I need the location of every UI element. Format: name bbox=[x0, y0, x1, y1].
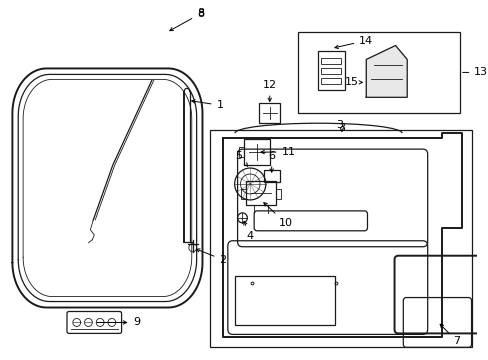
Text: 9: 9 bbox=[97, 318, 140, 328]
Text: 3: 3 bbox=[336, 120, 343, 130]
Bar bbox=[275, 189, 281, 199]
Bar bbox=[246, 181, 275, 205]
Text: 5: 5 bbox=[235, 151, 247, 166]
Bar bbox=[264, 170, 279, 182]
Bar bbox=[321, 78, 340, 84]
Bar bbox=[210, 130, 470, 347]
Text: 4: 4 bbox=[244, 221, 253, 241]
Text: 10: 10 bbox=[263, 203, 292, 228]
Bar bbox=[321, 58, 340, 64]
Text: 6: 6 bbox=[267, 151, 275, 172]
Text: 13: 13 bbox=[472, 67, 487, 77]
Text: 12: 12 bbox=[262, 80, 276, 102]
Bar bbox=[240, 189, 246, 199]
Text: 11: 11 bbox=[261, 147, 295, 157]
Text: 8: 8 bbox=[197, 8, 203, 18]
Text: 14: 14 bbox=[334, 36, 372, 49]
Text: 3: 3 bbox=[338, 123, 345, 133]
Bar bbox=[317, 50, 344, 90]
Bar bbox=[297, 32, 459, 113]
Bar bbox=[238, 147, 244, 157]
Text: 7: 7 bbox=[439, 324, 460, 346]
Text: 8: 8 bbox=[169, 9, 203, 31]
Polygon shape bbox=[366, 45, 407, 97]
Text: 1: 1 bbox=[191, 100, 223, 110]
Text: 15: 15 bbox=[344, 77, 358, 87]
Bar bbox=[244, 139, 269, 165]
Bar bbox=[234, 276, 334, 325]
Bar bbox=[259, 103, 280, 123]
Bar bbox=[321, 68, 340, 75]
Text: 2: 2 bbox=[196, 249, 226, 265]
